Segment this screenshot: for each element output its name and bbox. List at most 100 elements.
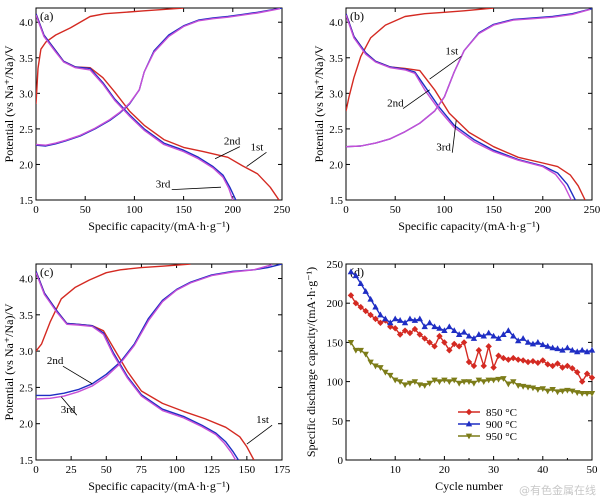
data-point (475, 347, 483, 354)
data-point (475, 377, 483, 384)
data-point (539, 357, 546, 364)
data-point (544, 388, 551, 395)
annotation-label: 3rd (436, 142, 451, 154)
y-tick-label: 4.0 (19, 274, 33, 286)
x-tick-label: 175 (274, 464, 291, 476)
y-axis-label: Potential (vs Na⁺/Na)/V (2, 45, 16, 162)
data-point (446, 379, 453, 385)
series-line-4 (36, 264, 273, 400)
annotation-leader (171, 186, 222, 191)
data-point (446, 323, 453, 330)
data-point (347, 292, 355, 299)
data-point (421, 383, 428, 389)
x-tick-label: 100 (168, 464, 185, 476)
data-point (505, 356, 512, 363)
data-point (588, 374, 596, 381)
data-point (465, 358, 473, 366)
y-tick-label: 4.0 (19, 17, 33, 29)
data-point (515, 337, 522, 344)
legend-marker (465, 408, 473, 416)
data-point (396, 317, 404, 323)
watermark-text: @有色金属在线 (519, 483, 596, 497)
annotation-leader (451, 120, 457, 153)
data-point (396, 331, 404, 338)
panel-label: (d) (350, 265, 364, 279)
data-point (574, 390, 581, 396)
y-tick-label: 3.5 (19, 310, 33, 322)
y-axis-label: Potential (vs Na⁺/Na)/V (312, 45, 326, 162)
data-point (505, 381, 512, 388)
data-point (446, 347, 453, 354)
data-point (480, 362, 487, 370)
y-tick-label: 1.5 (19, 195, 33, 207)
data-point (401, 319, 409, 326)
data-point (524, 339, 532, 345)
data-point (451, 327, 458, 334)
data-point (559, 346, 566, 353)
data-point (510, 354, 517, 362)
data-point (377, 319, 384, 326)
data-point (401, 382, 409, 389)
x-tick-label: 0 (33, 204, 39, 216)
data-point (554, 360, 561, 367)
x-tick-label: 200 (535, 204, 552, 216)
data-point (367, 311, 374, 319)
data-point (529, 385, 537, 392)
data-point (495, 335, 502, 341)
data-point (431, 343, 438, 350)
data-point (578, 346, 586, 353)
data-point (451, 377, 458, 384)
data-point (490, 377, 497, 384)
y-tick-label: 3.0 (19, 88, 33, 100)
data-point (539, 341, 546, 348)
data-point (460, 339, 468, 346)
data-point (411, 379, 419, 385)
x-tick-label: 250 (274, 204, 291, 216)
data-point (519, 357, 527, 364)
series-line-4 (36, 8, 281, 146)
data-point (559, 388, 566, 395)
data-point (377, 365, 384, 371)
data-point (578, 378, 586, 385)
data-point (559, 364, 566, 371)
series-line-2 (36, 264, 282, 397)
data-point (431, 377, 438, 384)
legend-marker (465, 433, 473, 440)
data-point (583, 348, 591, 355)
data-point (460, 328, 468, 335)
data-point (401, 327, 409, 334)
y-tick-label: 2.0 (19, 419, 33, 431)
x-tick-label: 50 (390, 204, 402, 216)
data-point (411, 325, 419, 333)
data-point (352, 272, 360, 279)
data-point (387, 319, 394, 326)
annotation-label: 2nd (224, 136, 241, 148)
x-tick-label: 100 (126, 204, 143, 216)
data-point (544, 342, 551, 349)
data-point (451, 340, 458, 348)
data-point (357, 280, 364, 286)
y-tick-label: 2.5 (329, 124, 343, 136)
data-point (475, 331, 483, 337)
series-line-3 (346, 13, 576, 200)
data-point (583, 370, 591, 377)
plot-frame (35, 263, 283, 461)
x-tick-label: 250 (584, 204, 600, 216)
data-point (392, 377, 399, 384)
y-axis-label: Potential (vs Na⁺/Na)/V (2, 303, 16, 420)
data-point (490, 364, 497, 371)
y-tick-label: 0 (338, 455, 344, 467)
x-tick-label: 50 (587, 464, 599, 476)
data-point (529, 340, 537, 347)
series-line-1 (36, 13, 280, 200)
data-point (377, 311, 384, 318)
annotation-leader (60, 396, 78, 416)
data-point (416, 331, 423, 338)
y-tick-label: 50 (332, 416, 344, 428)
y-tick-label: 2.0 (329, 159, 343, 171)
chart-panel-2: 0 25 50 75 100 125 150 175 1.5 2.0 2.5 3.0 3.5 4.0 Spe… (2, 263, 291, 493)
legend-label: 950 °C (486, 431, 517, 443)
series-line-5 (346, 14, 572, 200)
data-point (515, 383, 522, 389)
data-point (510, 332, 517, 339)
